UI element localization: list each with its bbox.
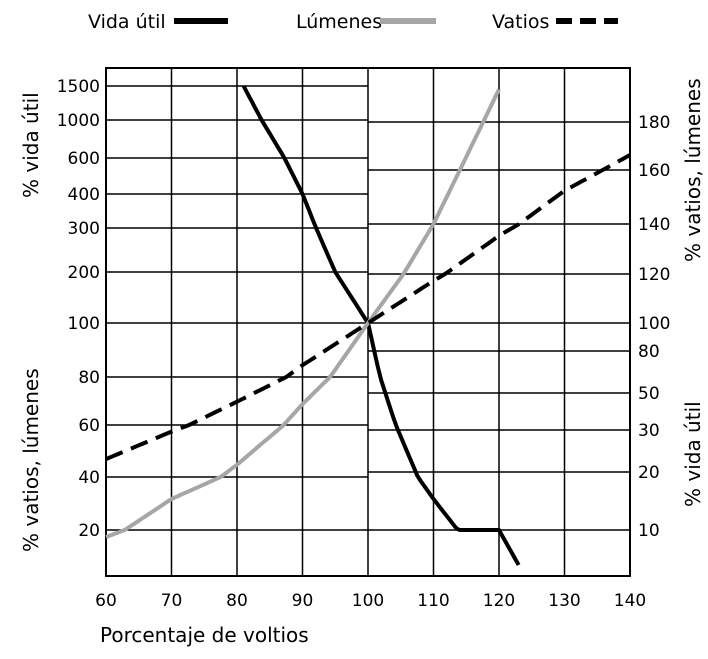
- plot-frame: [105, 67, 631, 577]
- legend-label-vatios: Vatios: [492, 11, 549, 33]
- right-y-tick-label: 80: [638, 342, 660, 362]
- left-axis-lower-title: % vatios, lúmenes: [19, 368, 43, 552]
- series-layer: [105, 85, 631, 566]
- grid: [105, 67, 631, 577]
- series-line-vida-til: [241, 85, 521, 566]
- right-y-tick-label: 20: [638, 463, 660, 483]
- left-y-tick-label: 300: [68, 219, 100, 239]
- x-tick-label: 100: [352, 591, 384, 611]
- ticks-layer: 60 70 80 90 100 110 120 130 140 1500 1000 600 400 300…: [57, 77, 671, 611]
- x-tick-label: 90: [292, 591, 314, 611]
- left-y-tick-label: 1000: [57, 111, 100, 131]
- right-y-tick-label: 140: [638, 215, 670, 235]
- left-y-tick-label: 200: [68, 263, 100, 283]
- series-line-l-menes: [105, 88, 501, 539]
- left-y-tick-label: 80: [78, 368, 100, 388]
- right-y-tick-label: 160: [638, 161, 670, 181]
- x-tick-label: 70: [161, 591, 183, 611]
- right-y-tick-label: 180: [638, 113, 670, 133]
- left-y-tick-label: 400: [68, 185, 100, 205]
- x-tick-label: 120: [483, 591, 515, 611]
- right-axis-lower-title: % vida útil: [681, 401, 705, 507]
- left-y-tick-label: 1500: [57, 77, 100, 97]
- x-axis-title: Porcentaje de voltios: [100, 623, 309, 647]
- x-tick-label: 140: [614, 591, 646, 611]
- right-y-tick-label: 100: [638, 314, 670, 334]
- x-tick-label: 80: [226, 591, 248, 611]
- left-axis-upper-title: % vida útil: [19, 92, 43, 198]
- left-y-tick-label: 40: [78, 468, 100, 488]
- x-tick-label: 130: [548, 591, 580, 611]
- legend-label-lumenes: Lúmenes: [296, 11, 382, 33]
- right-y-tick-label: 120: [638, 265, 670, 285]
- series-line-vatios: [105, 153, 631, 461]
- left-y-tick-label: 100: [68, 314, 100, 334]
- legend: Vida útil Lúmenes Vatios: [88, 11, 618, 33]
- right-y-tick-label: 50: [638, 384, 660, 404]
- x-tick-label: 110: [417, 591, 449, 611]
- legend-label-vida-util: Vida útil: [88, 11, 166, 33]
- right-y-tick-label: 30: [638, 421, 660, 441]
- left-y-tick-label: 60: [78, 416, 100, 436]
- right-y-tick-label: 10: [638, 521, 660, 541]
- x-tick-label: 60: [95, 591, 117, 611]
- left-y-tick-label: 600: [68, 149, 100, 169]
- left-y-tick-label: 20: [78, 521, 100, 541]
- right-axis-upper-title: % vatios, lúmenes: [681, 78, 705, 262]
